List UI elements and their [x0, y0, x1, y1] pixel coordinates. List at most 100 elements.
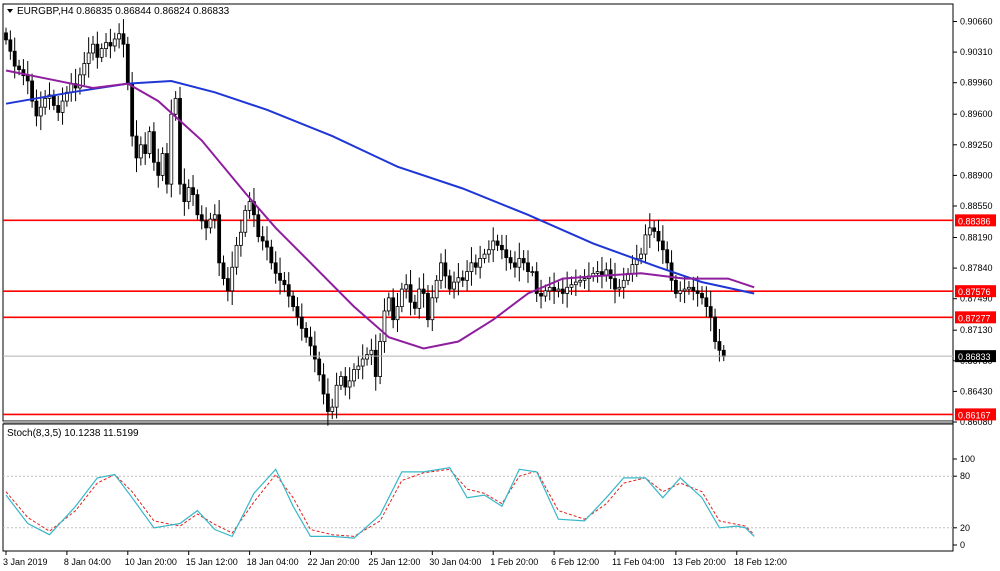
candle-body: [565, 286, 570, 294]
candle-body: [665, 249, 670, 264]
current-price-label: 0.86833: [958, 352, 991, 362]
candle: [530, 266, 535, 277]
candle-body: [104, 42, 108, 50]
candle-body: [38, 106, 43, 117]
candle-body: [112, 38, 117, 47]
candle-body: [713, 316, 717, 342]
time-tick-label: 30 Jan 04:00: [429, 557, 481, 567]
candle-body: [486, 249, 491, 255]
level-tag: [955, 214, 996, 227]
candle: [156, 148, 161, 188]
candle: [151, 122, 156, 171]
candle-body: [369, 349, 374, 356]
price-tick-label: 0.89600: [960, 109, 993, 119]
candle-body: [708, 306, 713, 318]
candle-body: [426, 293, 430, 321]
main-plot-frame: [2, 3, 954, 422]
candle: [486, 240, 491, 263]
level-tag: [955, 311, 996, 324]
candle-body: [265, 240, 269, 248]
candle: [417, 277, 422, 319]
candle-body: [330, 406, 335, 412]
candle: [273, 251, 278, 284]
candle: [260, 226, 265, 251]
separator-bar[interactable]: [3, 421, 953, 424]
candle: [700, 286, 704, 305]
candle: [352, 363, 356, 387]
candle: [343, 367, 348, 396]
candle-body: [647, 227, 652, 236]
candle-body: [395, 306, 400, 321]
candle-body: [247, 201, 252, 211]
candle: [330, 398, 335, 420]
level-tag-label: 0.87277: [958, 313, 991, 323]
candle: [134, 120, 139, 173]
time-tick-label: 18 Feb 12:00: [734, 557, 787, 567]
candle-body: [643, 234, 648, 255]
candle: [212, 204, 217, 229]
candle-body: [386, 297, 391, 312]
candle-body: [208, 218, 213, 229]
candle: [613, 262, 617, 304]
candle: [604, 262, 609, 282]
candle: [143, 132, 148, 165]
candle-body: [412, 301, 417, 309]
candle-body: [217, 214, 222, 264]
candle-body: [186, 187, 191, 203]
candle-body: [304, 328, 309, 338]
candle-body: [691, 286, 696, 292]
candle-body: [539, 293, 543, 297]
candle: [404, 274, 409, 299]
candle-body: [504, 249, 509, 259]
candle-body: [56, 105, 61, 113]
candle: [334, 372, 339, 419]
candle: [369, 338, 374, 366]
candle: [121, 19, 126, 58]
candle: [182, 168, 187, 216]
current-price-tag: [955, 350, 996, 363]
candle: [356, 355, 361, 379]
candle: [386, 292, 391, 316]
candle-body: [12, 50, 17, 67]
candle: [652, 220, 657, 238]
candle: [626, 268, 630, 286]
candle: [160, 147, 165, 182]
candle-body: [352, 369, 356, 382]
candle-body: [256, 214, 261, 238]
candle-body: [452, 281, 456, 290]
candle: [713, 308, 717, 350]
candle: [243, 205, 248, 237]
candle-body: [517, 258, 522, 268]
price-tick-label: 0.88900: [960, 170, 993, 180]
price-tick-label: 0.88550: [960, 201, 993, 211]
candle-body: [138, 144, 143, 159]
candle-body: [82, 63, 87, 76]
candle: [491, 227, 496, 263]
candle-body: [408, 284, 413, 303]
ma-fast-line: [5, 69, 755, 350]
candle: [452, 271, 456, 299]
candle: [408, 270, 413, 316]
candle-body: [151, 131, 156, 163]
candle: [312, 331, 317, 373]
candle-body: [273, 262, 278, 274]
candle-body: [543, 290, 548, 297]
time-tick-label: 1 Feb 20:00: [490, 557, 538, 567]
candle-body: [534, 271, 539, 294]
candle-body: [317, 358, 322, 376]
time-tick-label: 11 Feb 04:00: [612, 557, 664, 567]
candle: [199, 205, 204, 230]
candle-body: [191, 187, 195, 196]
candle-body: [465, 271, 470, 281]
candle-body: [460, 277, 465, 281]
candle: [221, 255, 226, 286]
candle: [560, 277, 565, 304]
candle: [634, 244, 639, 277]
symbol-dropdown-icon[interactable]: [7, 9, 13, 13]
candle-body: [678, 290, 683, 294]
candle-body: [147, 131, 152, 154]
candle-body: [108, 42, 113, 47]
candle: [321, 363, 326, 405]
candle-body: [325, 393, 330, 412]
